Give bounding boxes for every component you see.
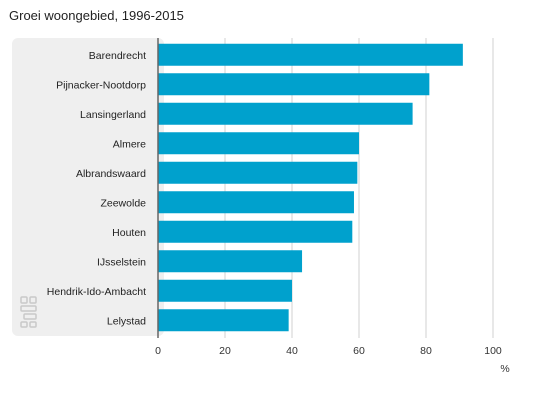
chart-title: Groei woongebied, 1996-2015 bbox=[9, 8, 184, 23]
tick-label: 60 bbox=[353, 345, 365, 357]
tick-label: 0 bbox=[155, 345, 161, 357]
tick-label: 100 bbox=[484, 345, 502, 357]
category-label: IJsselstein bbox=[97, 256, 146, 268]
category-label-panel bbox=[12, 38, 164, 336]
category-label: Lansingerland bbox=[80, 109, 146, 121]
x-axis-unit-label: % bbox=[500, 363, 509, 375]
cbs-logo-icon bbox=[20, 296, 37, 328]
bar bbox=[158, 102, 413, 125]
bars bbox=[158, 43, 463, 332]
tick-label: 40 bbox=[286, 345, 298, 357]
bar bbox=[158, 250, 303, 273]
tick-label: 20 bbox=[219, 345, 231, 357]
bar bbox=[158, 161, 358, 184]
category-label: Hendrik-Ido-Ambacht bbox=[47, 286, 146, 298]
bar bbox=[158, 191, 354, 214]
tick-labels: 0 20 40 60 80 100 bbox=[155, 345, 502, 357]
category-label: Almere bbox=[113, 138, 146, 150]
category-label: Lelystad bbox=[107, 315, 146, 327]
category-labels: Barendrecht Pijnacker-Nootdorp Lansingerla… bbox=[47, 50, 146, 328]
category-label: Barendrecht bbox=[89, 50, 146, 62]
bar bbox=[158, 279, 292, 302]
bar bbox=[158, 220, 353, 243]
bar bbox=[158, 73, 430, 96]
tick-label: 80 bbox=[420, 345, 432, 357]
category-label: Albrandswaard bbox=[76, 168, 146, 180]
bar bbox=[158, 132, 359, 155]
bar bbox=[158, 43, 463, 66]
category-label: Pijnacker-Nootdorp bbox=[56, 79, 146, 91]
category-label: Zeewolde bbox=[100, 197, 146, 209]
bar bbox=[158, 309, 289, 332]
category-label: Houten bbox=[112, 227, 146, 239]
